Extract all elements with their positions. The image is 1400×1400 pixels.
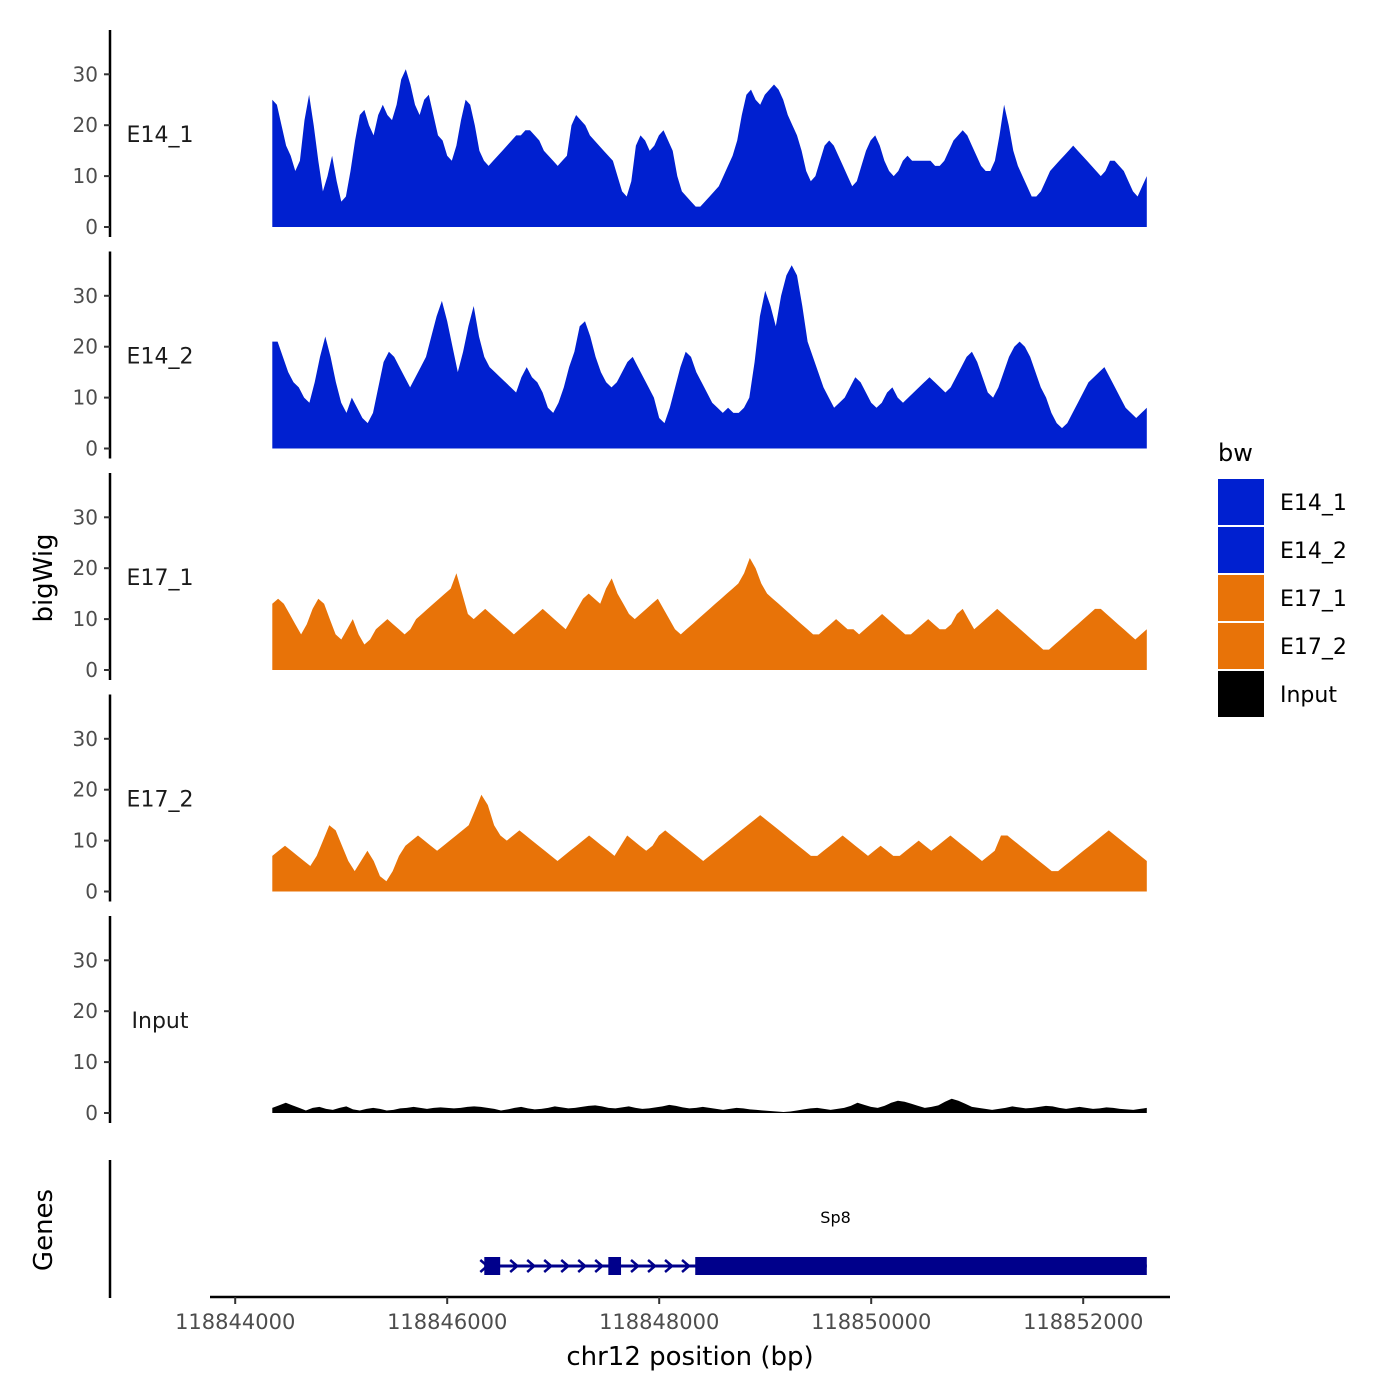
y-tick-label: 10 bbox=[73, 607, 98, 631]
legend-swatch bbox=[1218, 575, 1264, 621]
gene-track: Sp8 bbox=[108, 1160, 1147, 1298]
strand-chevron bbox=[647, 1259, 657, 1273]
y-tick-label: 0 bbox=[85, 1101, 98, 1125]
legend-title: bw bbox=[1218, 439, 1253, 467]
track-label: E14_1 bbox=[127, 123, 194, 148]
x-axis-title: chr12 position (bp) bbox=[566, 1342, 813, 1372]
track-panel-input: 0 10 20 30 Input bbox=[73, 916, 1147, 1125]
y-tick-label: 0 bbox=[85, 437, 98, 461]
y-tick-label: 20 bbox=[73, 556, 98, 580]
legend-swatch bbox=[1218, 527, 1264, 573]
y-tick-label: 20 bbox=[73, 335, 98, 359]
track-panel-e17-2: 0 10 20 30 E17_2 bbox=[73, 694, 1147, 904]
strand-chevron bbox=[560, 1259, 571, 1273]
y-tick-label: 30 bbox=[73, 284, 98, 308]
track-panel-e17-1: 0 10 20 30 E17_1 bbox=[73, 473, 1147, 682]
signal-area-input bbox=[272, 1098, 1147, 1113]
legend-item-label: E17_1 bbox=[1280, 587, 1347, 612]
legend-swatch bbox=[1218, 671, 1264, 717]
y-axis-title: bigWig bbox=[29, 533, 59, 622]
track-label: E17_1 bbox=[127, 566, 194, 591]
strand-chevron bbox=[630, 1259, 640, 1273]
y-tick-label: 20 bbox=[73, 778, 98, 802]
strand-chevron bbox=[664, 1259, 674, 1273]
strand-chevron bbox=[526, 1259, 537, 1273]
y-tick-label: 30 bbox=[73, 62, 98, 86]
tracks-layer: 0 10 20 30 E14_1 0 10 20 30 E14_2 0 10 20 30 E17_1 0 10 2… bbox=[73, 30, 1147, 1125]
y-tick-label: 10 bbox=[73, 1050, 98, 1074]
track-label: Input bbox=[132, 1009, 189, 1034]
legend: bw E14_1 E14_2 E17_1 E17_2 Input bbox=[1218, 439, 1347, 717]
track-panel-e14-2: 0 10 20 30 E14_2 bbox=[73, 251, 1147, 461]
legend-item-label: Input bbox=[1280, 683, 1337, 708]
track-label: E14_2 bbox=[127, 345, 194, 370]
legend-item-label: E14_1 bbox=[1280, 491, 1347, 516]
gene-exon bbox=[608, 1257, 622, 1275]
strand-chevron bbox=[681, 1259, 691, 1273]
strand-chevron bbox=[577, 1259, 588, 1273]
y-tick-label: 20 bbox=[73, 999, 98, 1023]
x-axis: 118844000 118846000 118848000 118850000 1188… bbox=[175, 1295, 1170, 1334]
legend-swatch bbox=[1218, 479, 1264, 525]
y-tick-label: 10 bbox=[73, 164, 98, 188]
x-tick-label: 118850000 bbox=[811, 1310, 931, 1334]
gene-exon bbox=[695, 1257, 1147, 1275]
y-tick-label: 10 bbox=[73, 386, 98, 410]
y-tick-label: 0 bbox=[85, 215, 98, 239]
legend-item-label: E17_2 bbox=[1280, 635, 1347, 660]
x-tick-label: 118852000 bbox=[1023, 1310, 1143, 1334]
signal-area-e14-1 bbox=[272, 69, 1147, 227]
gene-exon bbox=[484, 1257, 501, 1275]
legend-item-label: E14_2 bbox=[1280, 539, 1347, 564]
signal-area-e17-2 bbox=[272, 794, 1147, 892]
y-tick-label: 0 bbox=[85, 880, 98, 904]
y-tick-label: 30 bbox=[73, 505, 98, 529]
strand-chevron bbox=[543, 1259, 554, 1273]
gene-name-label: Sp8 bbox=[820, 1208, 851, 1227]
signal-area-e14-2 bbox=[272, 265, 1147, 449]
y-tick-label: 20 bbox=[73, 113, 98, 137]
track-label: E17_2 bbox=[127, 788, 194, 813]
strand-chevron bbox=[509, 1259, 520, 1273]
genes-axis-title: Genes bbox=[29, 1189, 59, 1271]
track-panel-e14-1: 0 10 20 30 E14_1 bbox=[73, 30, 1147, 239]
signal-area-e17-1 bbox=[272, 558, 1147, 670]
x-tick-label: 118846000 bbox=[387, 1310, 507, 1334]
y-tick-label: 10 bbox=[73, 829, 98, 853]
y-tick-label: 0 bbox=[85, 658, 98, 682]
y-tick-label: 30 bbox=[73, 727, 98, 751]
y-tick-label: 30 bbox=[73, 948, 98, 972]
strand-chevron bbox=[594, 1259, 605, 1273]
x-tick-label: 118848000 bbox=[599, 1310, 719, 1334]
x-tick-label: 118844000 bbox=[175, 1310, 295, 1334]
legend-swatch bbox=[1218, 623, 1264, 669]
